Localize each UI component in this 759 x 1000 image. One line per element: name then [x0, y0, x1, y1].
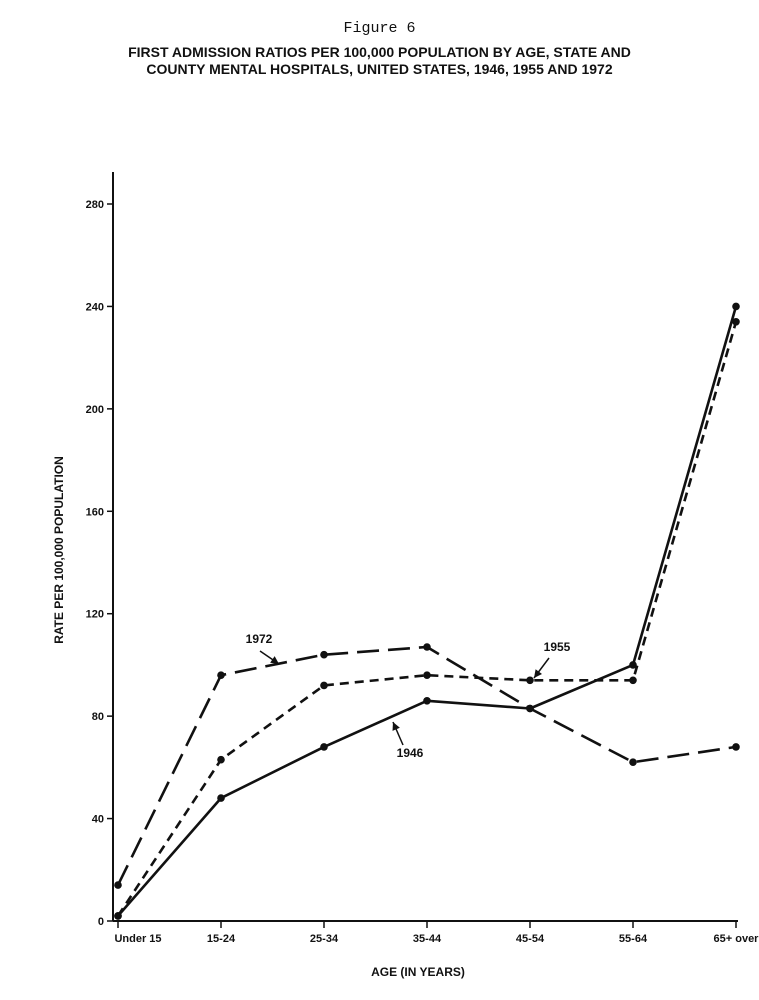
- chart-title-line-1: FIRST ADMISSION RATIOS PER 100,000 POPUL…: [128, 44, 631, 60]
- figure-label: Figure 6: [343, 20, 416, 37]
- data-point-1946: [320, 743, 328, 751]
- annotation-layer: 1946 1955 1972: [246, 632, 571, 760]
- chart-title-line-2: COUNTY MENTAL HOSPITALS, UNITED STATES, …: [146, 61, 613, 77]
- y-tick-label: 40: [92, 814, 104, 826]
- y-tick-label: 280: [86, 199, 104, 211]
- data-point-1955: [629, 676, 637, 685]
- y-tick-label: 120: [86, 609, 104, 621]
- series-label-1955: 1955: [544, 640, 571, 654]
- data-point-1946: [217, 794, 225, 802]
- data-point-1972: [732, 743, 740, 751]
- x-tick-label: 15-24: [207, 933, 236, 945]
- data-point-1955: [217, 755, 225, 764]
- y-tick-label: 200: [86, 404, 104, 416]
- x-axis-title: AGE (IN YEARS): [371, 965, 465, 979]
- data-point-1972: [114, 881, 122, 889]
- data-point-1955: [423, 671, 431, 679]
- series-line-1946: [117, 306, 738, 917]
- data-point-1972: [320, 650, 328, 659]
- series-arrowhead-1972: [270, 656, 279, 664]
- x-tick-label: 35-44: [413, 933, 442, 945]
- data-point-1955: [320, 681, 328, 690]
- x-tick-label: 55-64: [619, 933, 648, 945]
- series-layer: [114, 302, 740, 920]
- series-label-1972: 1972: [246, 632, 273, 646]
- axes: 0 40 80 120 160 200 240 280 Under 15 15-24 25-34 35…: [86, 172, 759, 945]
- data-point-1972: [629, 758, 637, 766]
- chart-title: FIRST ADMISSION RATIOS PER 100,000 POPUL…: [0, 44, 759, 78]
- data-point-1972: [423, 643, 431, 651]
- y-axis-title: RATE PER 100,000 POPULATION: [52, 456, 66, 644]
- x-tick-label: 65+ over: [714, 933, 759, 945]
- series-line-1955: [116, 321, 738, 917]
- data-point-1972: [526, 704, 534, 713]
- series-arrowhead-1946: [392, 722, 400, 731]
- y-tick-label: 0: [98, 916, 104, 928]
- series-line-1972: [116, 645, 737, 886]
- data-point-1946: [423, 697, 431, 705]
- y-tick-label: 160: [86, 506, 104, 518]
- data-point-1955: [526, 676, 534, 685]
- y-tick-label: 240: [86, 301, 104, 313]
- data-point-1946: [732, 302, 740, 311]
- x-tick-label: 45-54: [516, 933, 545, 945]
- data-point-1955: [732, 318, 740, 326]
- x-tick-label: Under 15: [114, 933, 161, 945]
- data-point-1955: [114, 912, 122, 920]
- data-point-1946: [629, 661, 637, 669]
- data-point-1972: [217, 671, 225, 679]
- series-label-1946: 1946: [397, 746, 424, 760]
- x-tick-label: 25-34: [310, 933, 339, 945]
- series-arrowhead-1955: [534, 669, 542, 678]
- y-tick-label: 80: [92, 711, 104, 723]
